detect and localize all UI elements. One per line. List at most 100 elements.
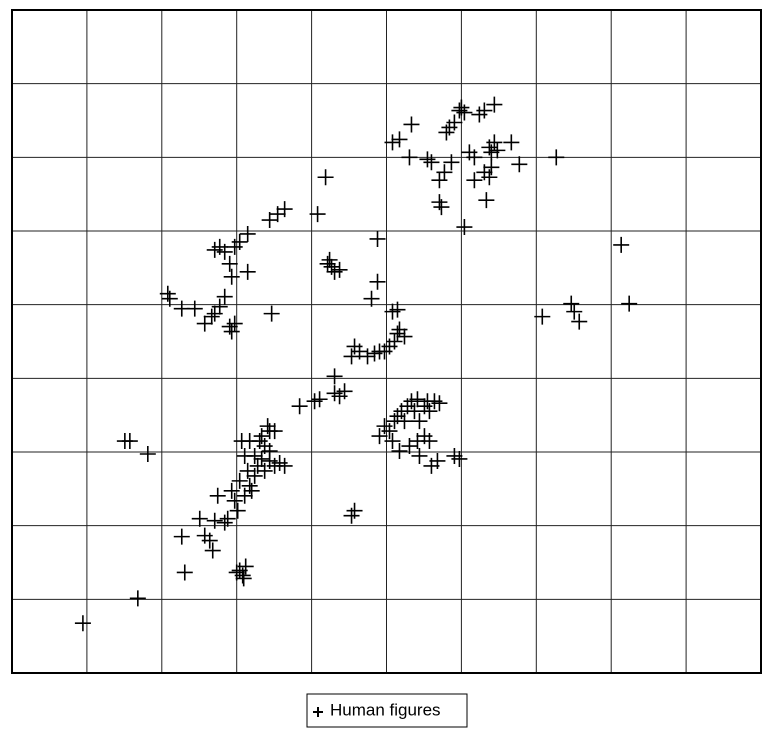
point <box>486 134 503 151</box>
point <box>389 325 406 342</box>
point <box>613 236 630 253</box>
point <box>371 428 388 445</box>
point <box>74 615 91 632</box>
point <box>511 156 528 173</box>
point <box>196 315 213 332</box>
point <box>276 201 293 218</box>
point <box>253 450 270 467</box>
point <box>235 570 252 587</box>
point <box>239 225 256 242</box>
point <box>139 445 156 462</box>
point <box>481 169 498 186</box>
legend-label: Human figures <box>330 700 441 719</box>
points <box>74 96 638 632</box>
point <box>319 255 336 272</box>
point <box>311 391 328 408</box>
point <box>191 510 208 527</box>
point <box>229 502 246 519</box>
point <box>231 233 248 250</box>
point <box>241 433 258 450</box>
point <box>563 295 580 312</box>
point <box>266 423 283 440</box>
point <box>219 510 236 527</box>
point <box>317 169 334 186</box>
point <box>216 288 233 305</box>
point <box>211 298 228 315</box>
point <box>226 315 243 332</box>
point <box>571 313 588 330</box>
point <box>391 443 408 460</box>
point <box>534 308 551 325</box>
point <box>401 149 418 166</box>
point <box>129 590 146 607</box>
point <box>429 452 446 469</box>
point <box>446 114 463 131</box>
point <box>476 102 493 119</box>
point <box>203 308 220 325</box>
point <box>443 154 460 171</box>
point <box>246 467 263 484</box>
point <box>196 527 213 544</box>
point <box>386 333 403 350</box>
point <box>173 528 190 545</box>
point <box>411 413 428 430</box>
point <box>384 433 401 450</box>
point <box>204 542 221 559</box>
point <box>456 104 473 121</box>
point <box>216 514 233 531</box>
point <box>221 255 238 272</box>
point <box>431 395 448 412</box>
point <box>256 462 273 479</box>
point <box>466 172 483 189</box>
point <box>261 443 278 460</box>
point <box>336 383 353 400</box>
point <box>223 323 240 340</box>
point <box>216 243 233 260</box>
point <box>621 295 638 312</box>
point <box>237 558 254 575</box>
point <box>359 348 376 365</box>
point <box>326 368 343 385</box>
point <box>206 512 223 529</box>
legend: Human figures <box>306 693 468 728</box>
point <box>419 151 436 168</box>
point <box>236 447 253 464</box>
point <box>396 413 413 430</box>
point <box>176 564 193 581</box>
point <box>421 403 438 420</box>
point <box>478 192 495 209</box>
point <box>363 290 380 307</box>
point <box>489 142 506 159</box>
point <box>421 433 438 450</box>
point <box>369 230 386 247</box>
point <box>321 251 338 268</box>
point <box>346 502 363 519</box>
point <box>226 492 243 509</box>
point <box>391 131 408 148</box>
point <box>486 96 503 113</box>
point <box>451 450 468 467</box>
point <box>263 305 280 322</box>
point <box>433 199 450 216</box>
point <box>423 154 440 171</box>
point <box>566 303 583 320</box>
point <box>239 263 256 280</box>
point <box>411 447 428 464</box>
point <box>223 482 240 499</box>
point <box>186 300 203 317</box>
point <box>548 149 565 166</box>
point <box>389 301 406 318</box>
point <box>331 261 348 278</box>
legend-box <box>306 693 468 728</box>
point <box>309 206 326 223</box>
point <box>406 403 423 420</box>
plot-frame <box>11 9 762 674</box>
point <box>436 164 453 181</box>
point <box>209 487 226 504</box>
point <box>121 433 138 450</box>
point <box>456 219 473 236</box>
point <box>253 428 270 445</box>
point <box>276 457 293 474</box>
point <box>396 328 413 345</box>
